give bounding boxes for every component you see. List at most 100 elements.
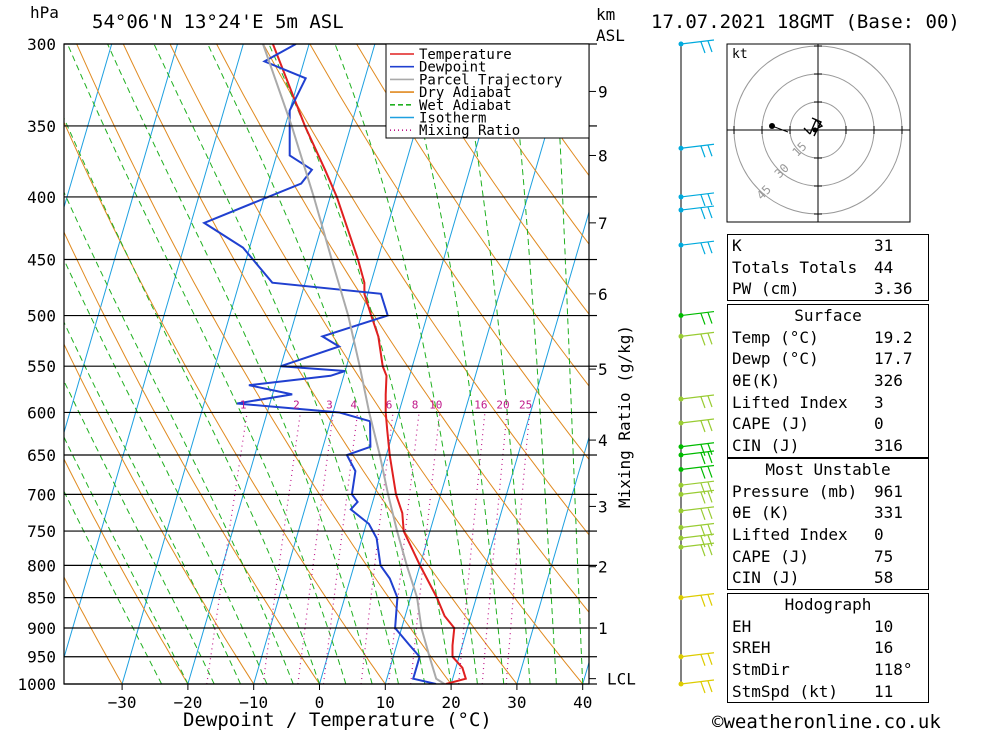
km-tick-label: 8 — [598, 146, 608, 165]
mixing-ratio-line — [262, 412, 301, 684]
surface-value: 316 — [874, 436, 903, 456]
legend-entry: Temperature — [419, 47, 512, 63]
surface-label: Dewp (°C) — [732, 349, 819, 369]
x-tick-label: 40 — [573, 693, 592, 712]
mixing-ratio-label: 3 — [326, 398, 333, 411]
hodograph-row: SREH 16 — [728, 637, 928, 659]
legend-entry: Mixing Ratio — [419, 123, 520, 139]
wet-adiabat-line — [64, 490, 163, 684]
most-unstable-value: 58 — [874, 568, 894, 588]
x-tick-label: −20 — [173, 693, 202, 712]
wind-barb — [680, 533, 715, 548]
profile-lines — [202, 44, 468, 684]
surface-value: 0 — [874, 414, 884, 434]
pressure-tick-label: 300 — [27, 35, 56, 54]
surface-row: Dewp (°C) 17.7 — [728, 348, 928, 370]
hodograph-storm-line — [771, 125, 789, 133]
hodograph-unit: kt — [732, 47, 748, 62]
most-unstable-label: Pressure (mb) — [732, 481, 858, 501]
most-unstable-row: CIN (J) 58 — [728, 567, 928, 589]
wet-adiabat-line — [64, 117, 320, 684]
hodograph-label: SREH — [732, 638, 771, 658]
hodograph-value: 118° — [874, 660, 913, 680]
km-tick-label: LCL — [607, 670, 636, 689]
surface-label: θE(K) — [732, 371, 781, 391]
pressure-tick-label: 650 — [27, 446, 56, 465]
wind-barb — [680, 205, 715, 220]
pw-row: PW (cm) 3.36 — [732, 279, 913, 299]
most-unstable-value: 0 — [874, 525, 884, 545]
hodograph-row: EH 10 — [728, 616, 928, 638]
wind-barb — [680, 442, 715, 456]
most-unstable-label: Lifted Index — [732, 525, 848, 545]
dry-adiabat-line — [402, 44, 589, 315]
km-tick-label: 6 — [598, 285, 608, 304]
x-tick-label: 0 — [315, 693, 325, 712]
km-tick-label: 7 — [598, 214, 608, 233]
most-unstable-row: Pressure (mb) 961 — [728, 481, 928, 503]
legend-entry: Dewpoint — [419, 60, 486, 76]
temperature-line — [271, 44, 468, 684]
wind-barb — [680, 39, 715, 54]
mixing-ratio-line — [206, 412, 248, 684]
totals-row: Totals Totals 44 — [732, 257, 894, 277]
mixing-ratio-label: 20 — [496, 398, 509, 411]
plot-frame — [63, 43, 590, 685]
surface-row: Lifted Index 3 — [728, 392, 928, 414]
pressure-tick-label: 400 — [27, 188, 56, 207]
wind-barb — [680, 394, 715, 409]
wind-barb — [680, 480, 715, 495]
most-unstable-value: 331 — [874, 503, 903, 523]
wind-barb — [680, 542, 715, 557]
hodograph-value: 10 — [874, 616, 894, 636]
datetime: 17.07.2021 18GMT (Base: 00) — [651, 11, 960, 33]
mixing-ratio-label: 1 — [240, 398, 247, 411]
isotherm-line — [187, 44, 376, 684]
hodograph-label: EH — [732, 616, 752, 636]
most-unstable-label: CIN (J) — [732, 568, 800, 588]
most-unstable-label: θE (K) — [732, 503, 790, 523]
pressure-tick-label: 500 — [27, 307, 56, 326]
dry-adiabat-line — [64, 458, 189, 684]
dry-adiabat-line — [76, 44, 452, 684]
wet-adiabat-line — [67, 44, 347, 684]
pressure-tick-label: 900 — [27, 619, 56, 638]
x-tick-label: 10 — [376, 693, 395, 712]
location-title: 54°06'N 13°24'E 5m ASL — [92, 11, 344, 33]
mixing-ratio-line — [481, 412, 508, 684]
km-tick-label: 4 — [598, 431, 608, 450]
wind-barb — [680, 450, 715, 465]
x-axis-label: Dewpoint / Temperature (°C) — [183, 709, 492, 731]
surface-row: Temp (°C) 19.2 — [728, 327, 928, 349]
dry-adiabat-line — [356, 44, 589, 387]
mixing-ratio-label: 10 — [429, 398, 442, 411]
wind-barb — [680, 652, 715, 666]
legend-entry: Isotherm — [419, 111, 486, 127]
surface-value: 19.2 — [874, 327, 913, 347]
surface-value: 3 — [874, 392, 884, 412]
isotherm-line — [121, 44, 310, 684]
indices-table: K 31 Totals Totals 44 PW (cm) 3.36 — [727, 234, 929, 302]
dry-adiabat-line — [64, 576, 123, 684]
wet-adiabat-line — [153, 44, 399, 684]
pressure-tick-label: 950 — [27, 648, 56, 667]
pressure-tick-label: 450 — [27, 251, 56, 270]
isotherm-line — [384, 44, 573, 684]
wind-barb — [680, 240, 715, 255]
surface-title: Surface — [794, 306, 862, 325]
legend-box — [385, 43, 590, 139]
surface-row: CAPE (J) 0 — [728, 413, 928, 435]
wind-barb — [680, 418, 715, 433]
legend-entry: Wet Adiabat — [419, 98, 512, 114]
km-tick-label: 5 — [598, 360, 608, 379]
mixing-ratio-label: 8 — [412, 398, 419, 411]
most-unstable-title: Most Unstable — [765, 460, 891, 479]
wind-barbs — [678, 39, 715, 694]
most-unstable-row: θE (K) 331 — [728, 502, 928, 524]
km-tick-label: 2 — [598, 558, 608, 577]
x-tick-label: 20 — [441, 693, 460, 712]
hodograph-value: 11 — [874, 681, 894, 701]
surface-row: θE(K) 326 — [728, 370, 928, 392]
